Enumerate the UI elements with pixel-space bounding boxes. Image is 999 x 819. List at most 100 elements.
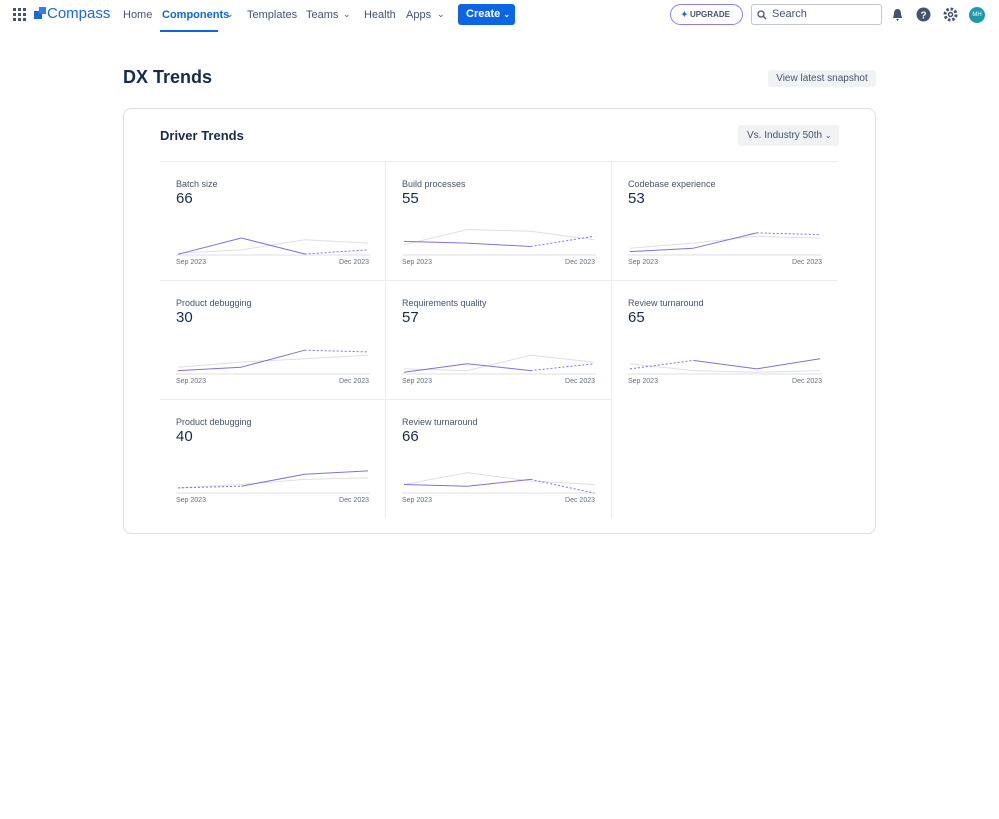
notifications[interactable]: [891, 8, 904, 21]
nav-item[interactable]: Templates: [247, 9, 298, 21]
trend-segment: [403, 363, 468, 373]
benchmark-line: [177, 354, 369, 368]
card-title: Review turnaround: [402, 417, 478, 427]
app-switcher[interactable]: [13, 8, 26, 21]
benchmark-line: [177, 239, 369, 254]
panel: [123, 108, 876, 534]
card-score: 66: [402, 428, 419, 445]
upgrade-button[interactable]: ✦ UPGRADE: [670, 4, 743, 25]
end-label: Dec 2023: [339, 497, 369, 504]
nav-item[interactable]: Apps: [406, 9, 432, 21]
chevron: ⌄: [503, 10, 511, 19]
trend-segment: [693, 359, 757, 370]
trend-segment: [304, 470, 369, 475]
start-label: Sep 2023: [176, 259, 206, 266]
benchmark-line: [403, 228, 595, 246]
chevron[interactable]: ⌄: [437, 9, 445, 19]
card-score: 40: [176, 428, 193, 445]
card-grid: Batch size 66 Sep 2023 Dec 2023 Build proces…: [160, 161, 839, 518]
trend-segment: [530, 478, 595, 494]
trend-segment: [693, 232, 757, 249]
search-placeholder: Search: [772, 8, 807, 20]
create-label: Create: [466, 8, 501, 20]
trend-segment: [629, 247, 694, 253]
settings[interactable]: [943, 7, 958, 22]
nav-item[interactable]: Teams: [306, 9, 339, 21]
sparkline: [176, 349, 370, 375]
card-title: Product debugging: [176, 298, 252, 308]
sparkline: [402, 228, 596, 256]
end-label: Dec 2023: [339, 259, 369, 266]
driver-card: Codebase experience 53 Sep 2023 Dec 2023: [612, 161, 838, 280]
start-label: Sep 2023: [628, 259, 658, 266]
driver-card: Requirements quality 57 Sep 2023 Dec 2023: [386, 280, 612, 399]
nav-item[interactable]: Components: [162, 9, 230, 21]
card-title: Product debugging: [176, 417, 252, 427]
start-label: Sep 2023: [176, 378, 206, 385]
card-title: Requirements quality: [402, 298, 487, 308]
card-score: 30: [176, 309, 193, 326]
chevron[interactable]: ⌄: [343, 9, 351, 19]
trend-segment: [304, 249, 369, 255]
trend-segment: [177, 485, 242, 489]
sparkline: [176, 470, 370, 494]
card-title: Codebase experience: [628, 179, 716, 189]
card-score: 57: [402, 309, 419, 326]
benchmark-line: [403, 472, 595, 485]
help[interactable]: ?: [916, 7, 931, 22]
sparkle: ✦: [681, 10, 688, 19]
trend-segment: [177, 366, 242, 372]
start-label: Sep 2023: [402, 378, 432, 385]
create-button[interactable]: Create ⌄: [458, 4, 515, 25]
panel-title: Driver Trends: [160, 128, 244, 143]
driver-card: Build processes 55 Sep 2023 Dec 2023: [386, 161, 612, 280]
card-score: 53: [628, 190, 645, 207]
chevron[interactable]: ⌄: [226, 9, 234, 19]
trend-segment: [304, 349, 369, 353]
trend-segment: [241, 473, 305, 487]
trend-segment: [467, 242, 531, 247]
card-title: Batch size: [176, 179, 218, 189]
start-label: Sep 2023: [176, 497, 206, 504]
end-label: Dec 2023: [792, 259, 822, 266]
trend-segment: [177, 237, 242, 255]
driver-card: Review turnaround 66 Sep 2023 Dec 2023: [386, 399, 612, 518]
logo-icon: [34, 7, 46, 19]
trend-segment: [241, 349, 305, 368]
benchmark-line: [403, 354, 595, 372]
search-box[interactable]: Search: [751, 4, 882, 25]
trend-segment: [241, 237, 305, 255]
trend-segment: [403, 484, 468, 487]
sparkline: [628, 358, 822, 375]
driver-card: Batch size 66 Sep 2023 Dec 2023: [160, 161, 386, 280]
benchmark-line: [629, 235, 821, 249]
driver-card: Product debugging 40 Sep 2023 Dec 2023: [160, 399, 386, 518]
card-score: 65: [628, 309, 645, 326]
benchmark-dropdown[interactable]: Vs. Industry 50th ⌄: [738, 125, 839, 146]
upgrade-label: UPGRADE: [689, 10, 730, 19]
sparkline: [402, 472, 596, 494]
snapshot-button[interactable]: View latest snapshot: [768, 70, 876, 87]
logo[interactable]: Compass: [47, 5, 111, 22]
page-title: DX Trends: [123, 67, 213, 87]
sparkline: [176, 237, 370, 256]
benchmark-line: [177, 477, 369, 489]
driver-card: Product debugging 30 Sep 2023 Dec 2023: [160, 280, 386, 399]
trend-segment: [530, 363, 595, 372]
card-title: Build processes: [402, 179, 466, 189]
trend-segment: [467, 478, 531, 487]
trend-segment: [467, 363, 531, 372]
end-label: Dec 2023: [565, 259, 595, 266]
end-label: Dec 2023: [565, 497, 595, 504]
avatar[interactable]: MH: [969, 7, 985, 23]
benchmark-line: [629, 363, 821, 373]
card-score: 55: [402, 190, 419, 207]
active-indicator: [160, 30, 218, 32]
nav-item[interactable]: Health: [364, 9, 396, 21]
chevron: ⌄: [824, 131, 832, 140]
driver-card: Review turnaround 65 Sep 2023 Dec 2023: [612, 280, 838, 399]
svg-text:?: ?: [920, 11, 926, 22]
nav-item[interactable]: Home: [123, 9, 153, 21]
dropdown-label: Vs. Industry 50th: [747, 130, 823, 141]
